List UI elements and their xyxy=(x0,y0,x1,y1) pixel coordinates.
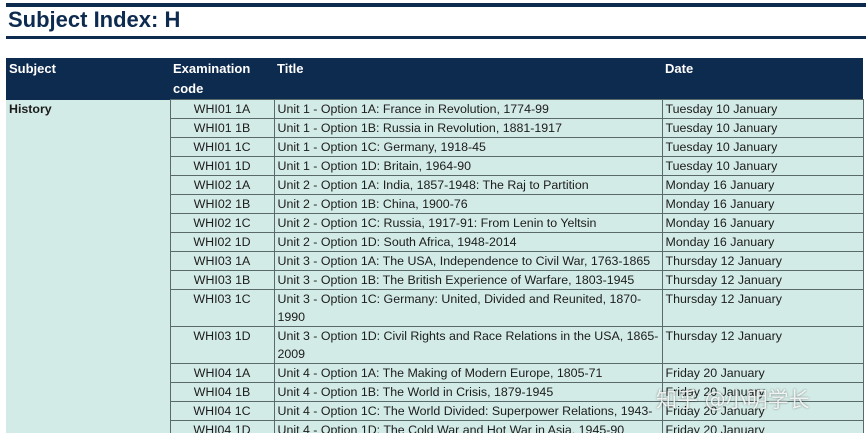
exam-date: Tuesday 10 January xyxy=(661,99,864,119)
page-title: Subject Index: H xyxy=(8,7,181,32)
table-row: WHI04 1B Unit 4 - Option 1B: The World in… xyxy=(6,382,864,402)
table-row: WHI01 1B Unit 1 - Option 1B: Russia in Re… xyxy=(6,118,864,138)
unit-title: Unit 2 - Option 1B: China, 1900-76 xyxy=(273,194,663,214)
exam-date: Friday 20 January xyxy=(661,420,864,433)
exam-date: Tuesday 10 January xyxy=(661,118,864,138)
exam-code: WHI01 1C xyxy=(169,137,275,157)
table-row: WHI03 1C Unit 3 - Option 1C: Germany: Uni… xyxy=(6,289,864,327)
exam-date: Tuesday 10 January xyxy=(661,137,864,157)
table-row: WHI04 1A Unit 4 - Option 1A: The Making o… xyxy=(6,363,864,383)
column-header: Date xyxy=(662,58,863,100)
unit-title: Unit 1 - Option 1B: Russia in Revolution… xyxy=(273,118,663,138)
exam-code: WHI02 1B xyxy=(169,194,275,214)
exam-date: Friday 20 January xyxy=(661,401,864,421)
exam-code: WHI03 1B xyxy=(169,270,275,290)
unit-title: Unit 2 - Option 1C: Russia, 1917-91: Fro… xyxy=(273,213,663,233)
exam-code: WHI04 1C xyxy=(169,401,275,421)
exam-code: WHI02 1A xyxy=(169,175,275,195)
header-row: Subject Examination code Title Date xyxy=(6,58,863,100)
exam-code: WHI04 1A xyxy=(169,363,275,383)
column-header: Examination code xyxy=(170,58,274,100)
exam-date: Thursday 12 January xyxy=(661,289,864,327)
exam-code: WHI01 1B xyxy=(169,118,275,138)
title-rule xyxy=(6,36,866,39)
unit-title: Unit 4 - Option 1C: The World Divided: S… xyxy=(273,401,663,421)
column-header: Subject xyxy=(6,58,170,100)
table-row: WHI01 1D Unit 1 - Option 1D: Britain, 196… xyxy=(6,156,864,176)
table-row: WHI02 1A Unit 2 - Option 1A: India, 1857-… xyxy=(6,175,864,195)
exam-date: Thursday 12 January xyxy=(661,326,864,364)
exam-date: Thursday 12 January xyxy=(661,251,864,271)
table-body: History WHI01 1A Unit 1 - Option 1A: Franc… xyxy=(6,99,864,433)
exam-code: WHI01 1D xyxy=(169,156,275,176)
exam-date: Thursday 12 January xyxy=(661,270,864,290)
subject: History xyxy=(6,99,171,433)
table-row: WHI01 1C Unit 1 - Option 1C: Germany, 191… xyxy=(6,137,864,157)
unit-title: Unit 3 - Option 1C: Germany: United, Div… xyxy=(273,289,663,327)
exam-date: Monday 16 January xyxy=(661,232,864,252)
table-row: WHI02 1B Unit 2 - Option 1B: China, 1900-… xyxy=(6,194,864,214)
unit-title: Unit 1 - Option 1C: Germany, 1918-45 xyxy=(273,137,663,157)
table-row: WHI04 1D Unit 4 - Option 1D: The Cold War… xyxy=(6,420,864,433)
exam-date: Monday 16 January xyxy=(661,194,864,214)
table-row: WHI04 1C Unit 4 - Option 1C: The World Di… xyxy=(6,401,864,421)
exam-code: WHI02 1D xyxy=(169,232,275,252)
unit-title: Unit 2 - Option 1D: South Africa, 1948-2… xyxy=(273,232,663,252)
exam-date: Friday 20 January xyxy=(661,363,864,383)
exam-code: WHI03 1C xyxy=(169,289,275,327)
unit-title: Unit 1 - Option 1A: France in Revolution… xyxy=(273,99,663,119)
exam-date: Tuesday 10 January xyxy=(661,156,864,176)
unit-title: Unit 3 - Option 1B: The British Experien… xyxy=(273,270,663,290)
exam-code: WHI04 1B xyxy=(169,382,275,402)
exam-date: Monday 16 January xyxy=(661,213,864,233)
exam-code: WHI01 1A xyxy=(169,99,275,119)
exam-code: WHI04 1D xyxy=(169,420,275,433)
exam-code: WHI03 1A xyxy=(169,251,275,271)
unit-title: Unit 4 - Option 1B: The World in Crisis,… xyxy=(273,382,663,402)
exam-date: Friday 20 January xyxy=(661,382,864,402)
table-row: WHI03 1B Unit 3 - Option 1B: The British … xyxy=(6,270,864,290)
exam-code: WHI02 1C xyxy=(169,213,275,233)
exam-date: Monday 16 January xyxy=(661,175,864,195)
table-row: WHI02 1C Unit 2 - Option 1C: Russia, 1917… xyxy=(6,213,864,233)
unit-title: Unit 4 - Option 1D: The Cold War and Hot… xyxy=(273,420,663,433)
subject-table: Subject Examination code Title Date History… xyxy=(6,58,864,433)
watermark: 知乎 @小明学长 xyxy=(656,388,810,412)
column-header: Title xyxy=(274,58,662,100)
unit-title: Unit 2 - Option 1A: India, 1857-1948: Th… xyxy=(273,175,663,195)
exam-code: WHI03 1D xyxy=(169,326,275,364)
table-row: WHI03 1D Unit 3 - Option 1D: Civil Rights… xyxy=(6,326,864,364)
unit-title: Unit 3 - Option 1D: Civil Rights and Rac… xyxy=(273,326,663,364)
unit-title: Unit 3 - Option 1A: The USA, Independenc… xyxy=(273,251,663,271)
unit-title: Unit 4 - Option 1A: The Making of Modern… xyxy=(273,363,663,383)
table-row: History WHI01 1A Unit 1 - Option 1A: Franc… xyxy=(6,99,864,433)
unit-title: Unit 1 - Option 1D: Britain, 1964-90 xyxy=(273,156,663,176)
top-rule xyxy=(6,3,866,7)
